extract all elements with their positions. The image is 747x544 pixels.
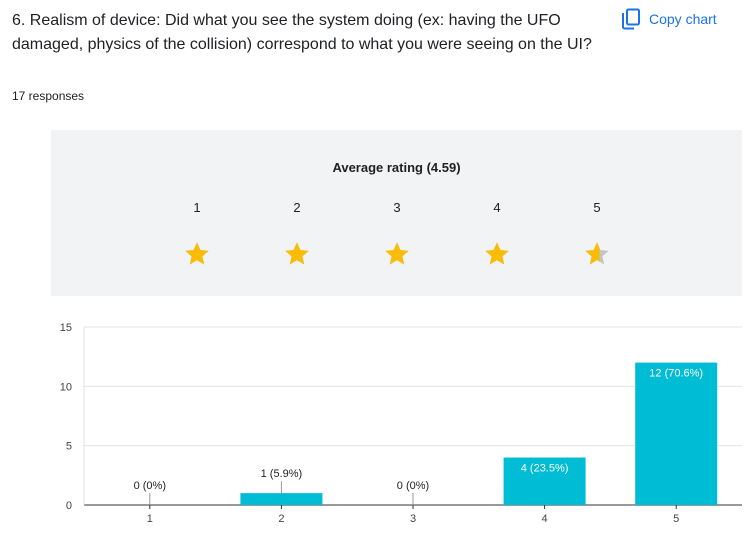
y-tick-label: 0 xyxy=(66,500,72,512)
star-icon xyxy=(377,240,417,268)
rating-column-3: 3 xyxy=(377,198,417,268)
rating-column-5: 5 xyxy=(577,198,617,268)
rating-scale-label: 4 xyxy=(493,200,501,215)
rating-column-4: 4 xyxy=(477,198,517,268)
rating-column-1: 1 xyxy=(177,198,217,268)
data-label: 12 (70.6%) xyxy=(649,368,703,380)
x-tick-label: 1 xyxy=(147,513,153,525)
copy-chart-label: Copy chart xyxy=(649,11,717,27)
rating-scale-label: 5 xyxy=(593,200,601,215)
data-label: 0 (0%) xyxy=(397,480,429,492)
star-icon xyxy=(477,240,517,268)
rating-scale-label: 3 xyxy=(393,200,401,215)
response-count: 17 responses xyxy=(12,89,85,103)
y-tick-label: 5 xyxy=(66,441,72,453)
star-icon xyxy=(577,240,617,268)
rating-scale-label: 1 xyxy=(193,200,201,215)
y-tick-label: 10 xyxy=(60,381,72,393)
x-tick-label: 4 xyxy=(542,513,548,525)
rating-column-2: 2 xyxy=(277,198,317,268)
bar xyxy=(503,457,586,505)
question-title: 6. Realism of device: Did what you see t… xyxy=(12,12,592,53)
x-tick-label: 5 xyxy=(673,513,679,525)
x-tick-label: 3 xyxy=(410,513,416,525)
data-label: 0 (0%) xyxy=(134,480,166,492)
bar xyxy=(635,362,718,505)
star-icon xyxy=(277,240,317,268)
rating-scale-label: 2 xyxy=(293,200,301,215)
copy-chart-button[interactable]: Copy chart xyxy=(621,8,717,30)
y-tick-label: 15 xyxy=(60,322,72,334)
data-label: 1 (5.9%) xyxy=(261,468,303,480)
star-icon xyxy=(177,240,217,268)
x-tick-label: 2 xyxy=(278,513,284,525)
copy-icon xyxy=(621,8,641,30)
bar xyxy=(240,493,323,505)
average-rating-title: Average rating (4.59) xyxy=(332,160,461,175)
data-label: 4 (23.5%) xyxy=(521,463,569,475)
rating-panel: Average rating (4.59) 1 2 3 4 5 xyxy=(51,130,742,296)
